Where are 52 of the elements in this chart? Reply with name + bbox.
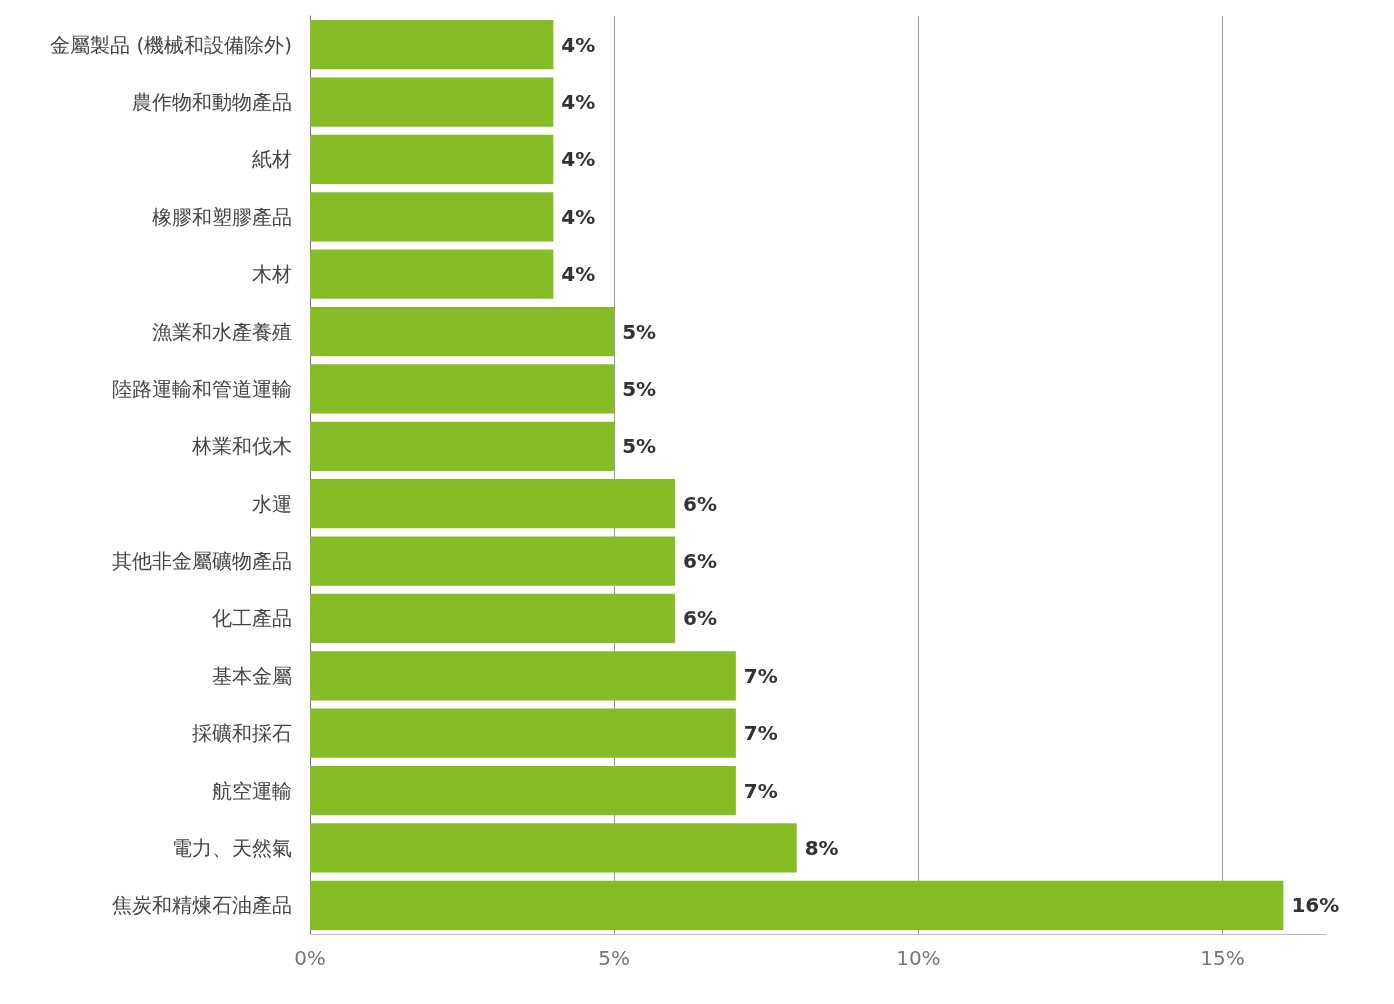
- y-tick-label: 林業和伐木: [191, 434, 292, 459]
- data-label: 6%: [683, 606, 717, 631]
- bar: [310, 823, 797, 873]
- y-tick-label: 採礦和採石: [192, 721, 292, 746]
- data-label: 16%: [1291, 893, 1340, 918]
- bar: [310, 651, 736, 701]
- bar: [310, 306, 615, 357]
- y-tick-label: 陸路運輸和管道運輸: [112, 376, 292, 401]
- y-tick-label: 航空運輸: [212, 778, 292, 803]
- y-tick-label: 漁業和水產養殖: [152, 319, 292, 344]
- data-label: 4%: [561, 32, 596, 57]
- bar: [310, 77, 554, 127]
- y-tick-label: 水運: [252, 491, 292, 516]
- y-tick-label: 焦炭和精煉石油產品: [112, 893, 292, 918]
- x-tick-label: 5%: [598, 946, 631, 970]
- bar: [310, 421, 615, 471]
- y-tick-label: 電力、天然氣: [172, 835, 292, 860]
- data-label: 5%: [622, 434, 657, 459]
- bar: [310, 880, 1284, 930]
- data-label: 6%: [683, 549, 717, 574]
- y-tick-label: 紙材: [252, 147, 292, 172]
- bar: [310, 479, 676, 529]
- bar: [310, 20, 554, 70]
- data-label: 6%: [683, 491, 717, 516]
- y-tick-label: 農作物和動物產品: [132, 90, 292, 115]
- data-label: 5%: [622, 319, 657, 344]
- data-label: 7%: [743, 721, 778, 746]
- data-label: 4%: [561, 204, 596, 229]
- bar: [310, 708, 736, 758]
- bar: [310, 765, 736, 816]
- y-tick-label: 其他非金屬礦物產品: [112, 549, 292, 574]
- data-label: 4%: [561, 90, 596, 115]
- data-label: 7%: [743, 778, 778, 803]
- bar: [310, 249, 554, 299]
- y-tick-label: 木材: [252, 262, 292, 287]
- bar: [310, 134, 554, 185]
- data-label: 5%: [622, 376, 657, 401]
- data-label: 4%: [561, 147, 596, 172]
- y-tick-label: 金屬製品 (機械和設備除外): [50, 32, 292, 57]
- x-tick-label: 0%: [294, 946, 326, 970]
- y-tick-label: 基本金屬: [212, 663, 292, 688]
- y-tick-label: 橡膠和塑膠產品: [152, 204, 292, 229]
- data-label: 7%: [743, 663, 778, 688]
- x-tick-label: 10%: [896, 946, 941, 970]
- bar: [310, 192, 554, 242]
- bar: [310, 536, 676, 586]
- bar: [310, 593, 676, 644]
- bar: [310, 364, 615, 414]
- y-tick-label: 化工產品: [212, 606, 292, 631]
- data-label: 4%: [561, 262, 596, 287]
- data-label: 8%: [804, 835, 839, 860]
- x-tick-label: 15%: [1200, 946, 1245, 970]
